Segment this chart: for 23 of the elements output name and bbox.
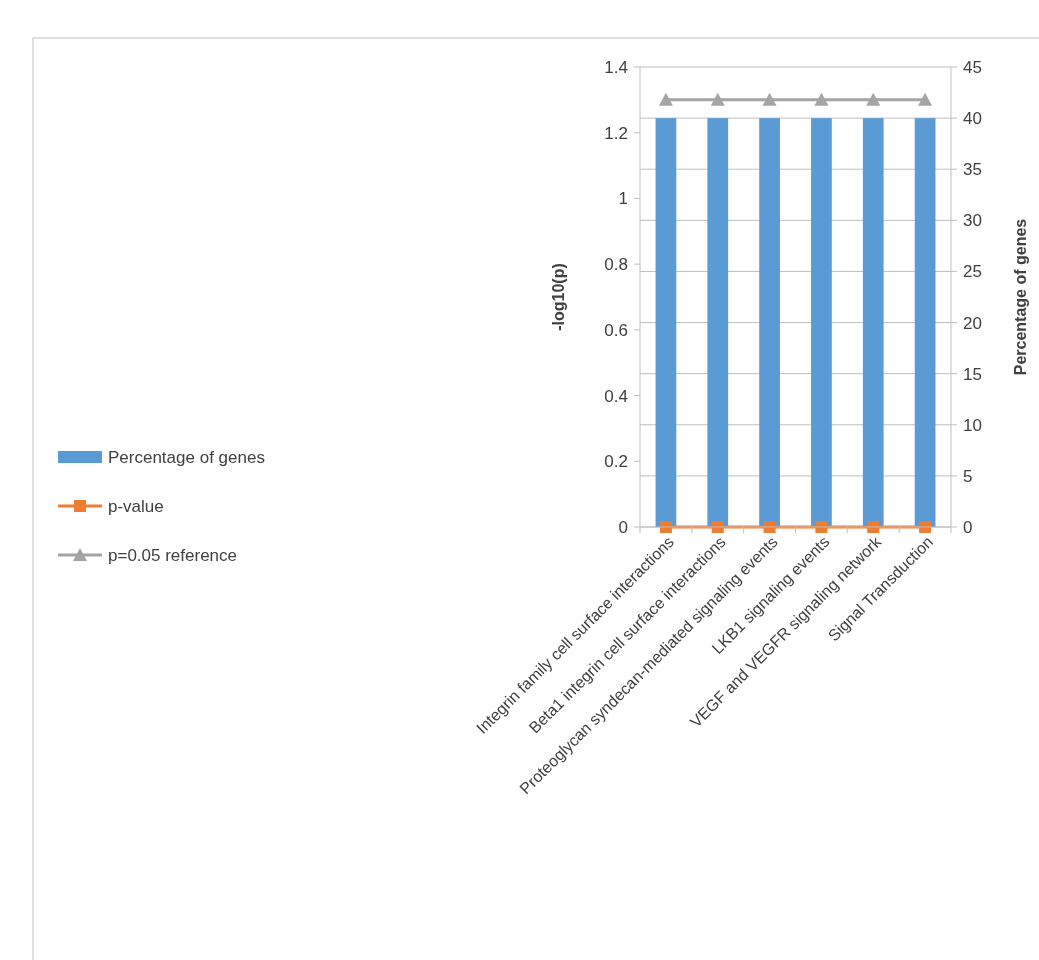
y-tick-label: 0.8 bbox=[604, 255, 628, 275]
y2-axis-title: Percentage of genes bbox=[1012, 218, 1029, 376]
y-axis-title: -log10(p) bbox=[550, 263, 567, 331]
y-tick-label: 1.2 bbox=[604, 123, 628, 143]
y2-tick-label: 10 bbox=[963, 415, 982, 435]
y-tick-label: 0.4 bbox=[604, 386, 628, 406]
y2-tick-label: 30 bbox=[963, 211, 982, 231]
y-tick-label: 1 bbox=[618, 189, 628, 209]
y-tick-label: 0.6 bbox=[604, 320, 628, 340]
y2-tick-label: 35 bbox=[963, 160, 982, 180]
y2-tick-label: 20 bbox=[963, 313, 982, 333]
y2-tick-label: 5 bbox=[963, 466, 973, 486]
legend-label: p=0.05 reference bbox=[108, 545, 238, 565]
y2-tick-label: 15 bbox=[963, 364, 982, 384]
y2-tick-label: 25 bbox=[963, 262, 982, 282]
y-tick-label: 0.2 bbox=[604, 452, 628, 472]
y-tick-label: 1.4 bbox=[604, 57, 628, 77]
legend-label: p-value bbox=[108, 496, 164, 516]
y2-tick-label: 45 bbox=[963, 57, 982, 77]
y2-tick-label: 0 bbox=[963, 517, 973, 537]
y-tick-label: 0 bbox=[618, 517, 628, 537]
legend-label: Percentage of genes bbox=[108, 447, 265, 467]
y2-tick-label: 40 bbox=[963, 109, 982, 129]
